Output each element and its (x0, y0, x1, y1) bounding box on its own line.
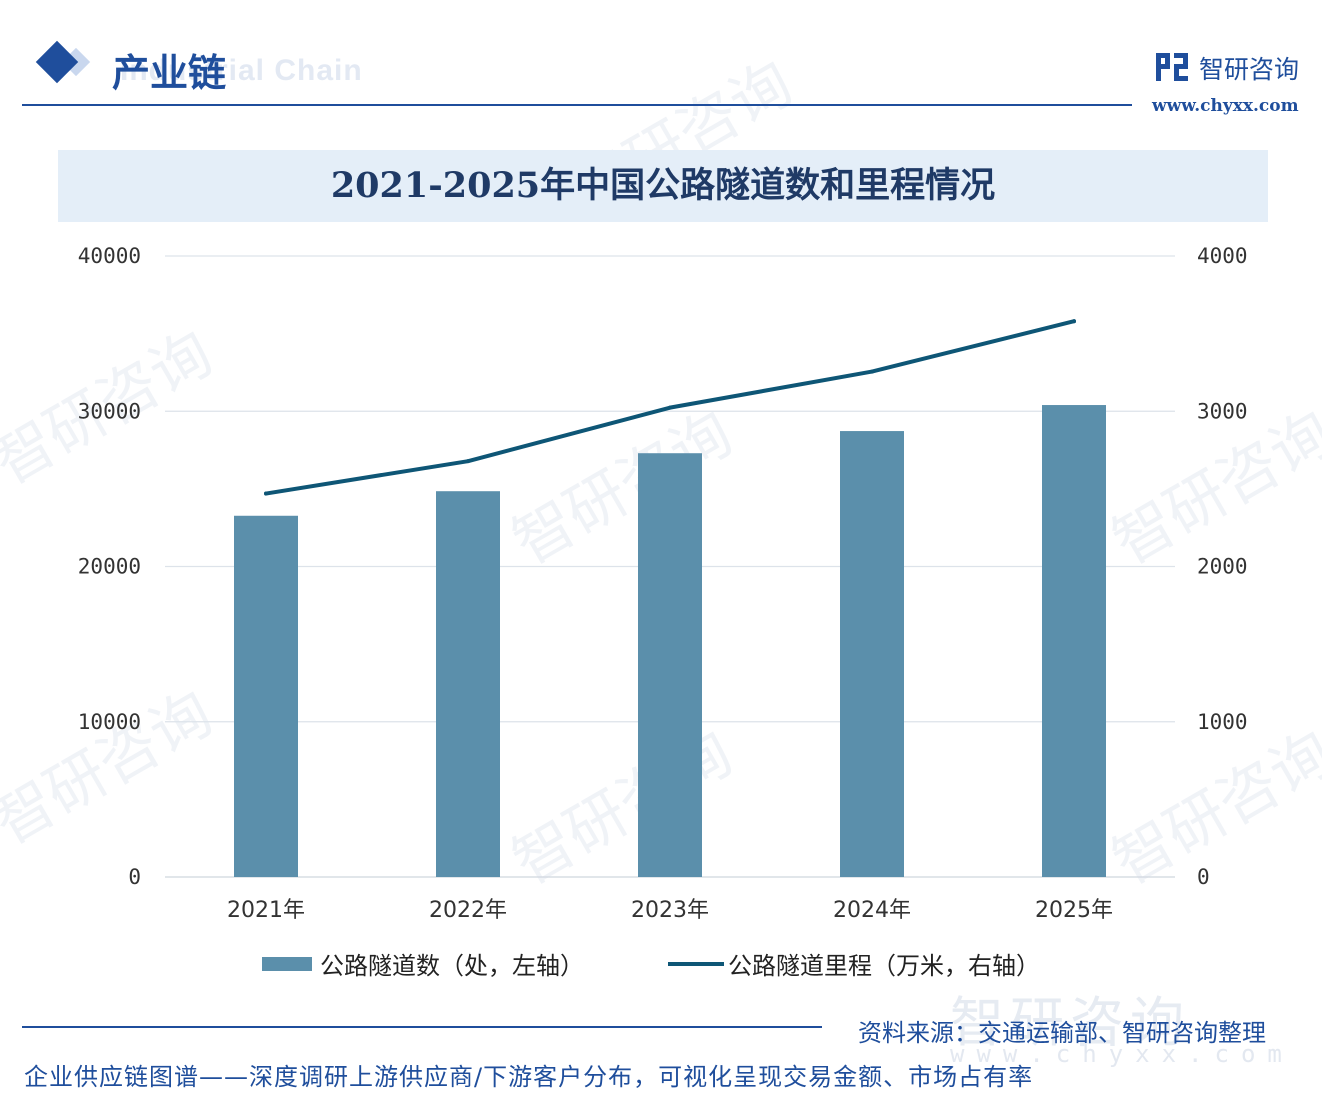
x-tick-label: 2022年 (429, 898, 507, 923)
footer-slogan: 企业供应链图谱——深度调研上游供应商/下游客户分布，可视化呈现交易金额、市场占有… (24, 1063, 1034, 1091)
x-tick-label: 2024年 (833, 898, 911, 923)
x-tick-label: 2021年 (227, 898, 305, 923)
y-left-tick-label: 30000 (78, 399, 141, 423)
y-right-tick-label: 3000 (1197, 399, 1248, 423)
bar-tunnel-count (234, 515, 298, 877)
bar-tunnel-count (638, 453, 702, 877)
line-point-tunnel-length (870, 369, 874, 374)
x-tick-label: 2025年 (1035, 898, 1113, 923)
y-left-tick-label: 10000 (78, 710, 141, 734)
section-title: 产业链 (112, 51, 227, 95)
brand-url: www.chyxx.com (1152, 96, 1299, 116)
y-right-tick-label: 1000 (1197, 710, 1248, 734)
y-right-tick-label: 4000 (1197, 244, 1248, 268)
legend-item-tunnel-count: 公路隧道数（处，左轴） (262, 946, 584, 981)
x-tick-label: 2023年 (631, 898, 709, 923)
chart-title: 2021-2025年中国公路隧道数和里程情况 (330, 165, 996, 206)
footer-divider (22, 1026, 822, 1028)
line-point-tunnel-length (1072, 319, 1076, 324)
y-left-tick-label: 0 (128, 865, 141, 889)
bar-tunnel-count (1042, 405, 1106, 877)
footer-watermark: 智研咨询 (950, 991, 1190, 1054)
legend-item-tunnel-length: 公路隧道里程（万米，右轴） (668, 946, 1040, 981)
brand-logo-icon (1156, 53, 1188, 81)
brand-name: 智研咨询 (1199, 55, 1300, 84)
legend-label: 公路隧道数（处，左轴） (320, 952, 584, 980)
bar-tunnel-count (436, 491, 500, 877)
y-left-tick-label: 40000 (78, 244, 141, 268)
legend-bar-swatch (262, 956, 312, 971)
header-divider (22, 104, 1132, 106)
bar-tunnel-count (840, 431, 904, 877)
line-point-tunnel-length (668, 405, 672, 410)
y-right-tick-label: 0 (1197, 865, 1210, 889)
section-subtitle: Industrial Chain (120, 54, 363, 87)
source-note: 资料来源：交通运输部、智研咨询整理 (858, 1019, 1266, 1047)
chart-title-band (58, 150, 1268, 222)
line-point-tunnel-length (264, 491, 268, 496)
y-right-tick-label: 2000 (1197, 555, 1248, 579)
line-point-tunnel-length (466, 459, 470, 464)
legend-label: 公路隧道里程（万米，右轴） (728, 952, 1040, 980)
y-left-tick-label: 20000 (78, 555, 141, 579)
legend-line-swatch (668, 961, 724, 966)
footer-watermark-url: www.chyxx.com (950, 1040, 1294, 1068)
